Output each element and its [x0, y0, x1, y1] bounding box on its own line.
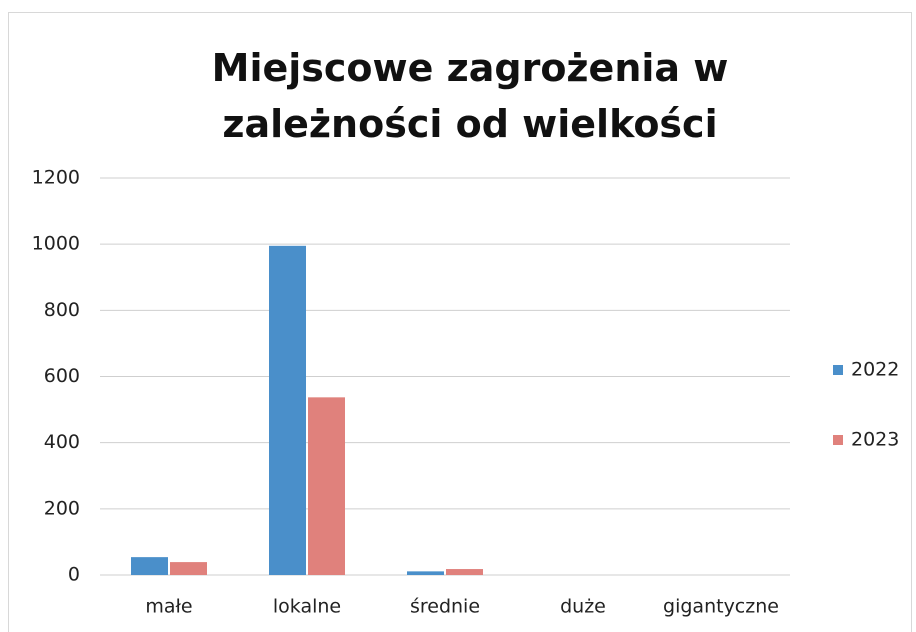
y-tick-label: 600: [44, 365, 80, 387]
x-tick-label: lokalne: [273, 596, 341, 618]
y-tick-label: 1200: [32, 167, 80, 189]
x-tick-label: małe: [145, 596, 192, 618]
legend-label: 2023: [851, 429, 899, 451]
x-tick-label: duże: [560, 596, 606, 618]
legend-swatch: [833, 435, 843, 445]
bar: [269, 245, 306, 575]
chart-frame: [8, 12, 912, 632]
y-tick-label: 200: [44, 497, 80, 519]
bar: [407, 571, 444, 575]
x-tick-label: średnie: [410, 596, 480, 618]
y-tick-label: 800: [44, 299, 80, 321]
x-tick-label: gigantyczne: [663, 596, 779, 618]
bar: [170, 562, 207, 575]
bar: [131, 557, 168, 575]
legend-swatch: [833, 365, 843, 375]
y-tick-label: 400: [44, 431, 80, 453]
legend-label: 2022: [851, 359, 899, 381]
bar: [446, 569, 483, 575]
chart-title: Miejscowe zagrożenia w zależności od wie…: [211, 46, 729, 146]
y-tick-label: 0: [68, 564, 80, 586]
bar: [308, 397, 345, 575]
y-tick-label: 1000: [32, 233, 80, 255]
